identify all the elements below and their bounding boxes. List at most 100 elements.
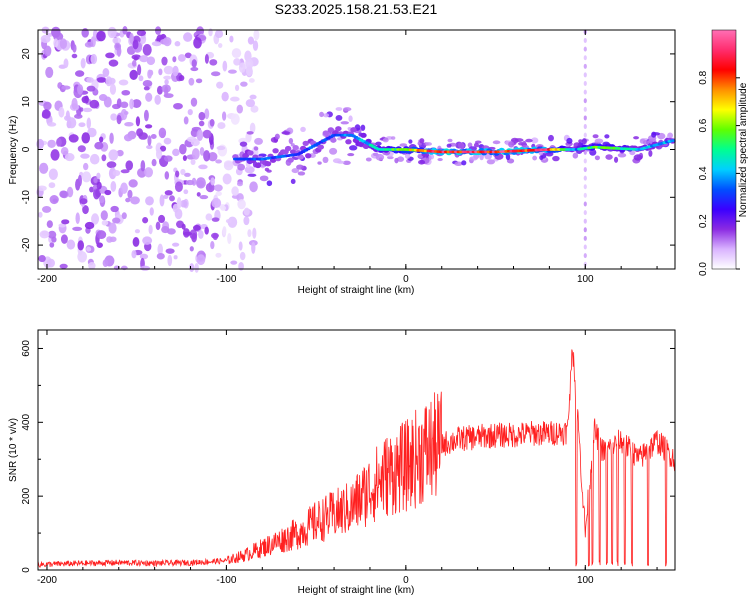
signal-halo	[651, 131, 657, 138]
colorbar-tick-label: 0.6	[698, 118, 709, 132]
colorbar-tick-label: 0.2	[698, 214, 709, 228]
noise-blob	[243, 216, 250, 226]
noise-blob	[86, 77, 94, 83]
streak-blob	[583, 218, 587, 224]
spectrogram-y-tick-label: 0	[21, 146, 32, 152]
noise-blob	[196, 192, 201, 197]
noise-blob	[77, 240, 85, 251]
signal-halo	[633, 154, 643, 161]
noise-blob	[159, 145, 167, 152]
noise-blob	[48, 168, 58, 180]
signal-outer	[350, 127, 357, 133]
signal-halo	[317, 161, 322, 165]
noise-blob	[123, 134, 133, 142]
noise-blob	[147, 69, 152, 79]
noise-blob	[148, 224, 153, 235]
noise-blob	[39, 230, 50, 239]
noise-blob	[116, 114, 122, 125]
noise-blob	[59, 190, 68, 198]
streak-blob	[583, 55, 587, 61]
noise-blob	[77, 84, 84, 95]
snr-y-label: SNR (10 * v/v)	[8, 418, 19, 482]
noise-blob	[184, 52, 192, 59]
noise-blob	[163, 65, 174, 75]
noise-blob	[36, 138, 45, 150]
noise-blob	[116, 98, 122, 109]
signal-outer	[284, 145, 292, 152]
signal-halo	[297, 171, 306, 176]
noise-blob	[222, 173, 232, 185]
snr-y-tick-label: 400	[21, 414, 32, 431]
noise-blob	[80, 153, 90, 159]
signal-halo	[408, 139, 413, 144]
noise-blob	[247, 229, 252, 238]
signal-halo	[343, 107, 352, 112]
noise-blob	[158, 68, 163, 76]
noise-blob	[96, 172, 101, 180]
signal-halo	[617, 152, 627, 158]
noise-blob	[222, 226, 227, 236]
noise-blob	[121, 89, 131, 96]
noise-blob	[149, 207, 154, 216]
signal-halo	[323, 113, 330, 118]
noise-blob	[216, 145, 226, 151]
noise-blob	[91, 213, 100, 225]
snr-x-tick-label: 0	[403, 575, 409, 586]
noise-blob	[108, 222, 117, 234]
noise-blob	[40, 34, 51, 44]
signal-halo	[418, 159, 426, 165]
noise-blob	[169, 195, 175, 202]
colorbar-frame	[711, 29, 737, 270]
noise-blob	[209, 59, 218, 66]
signal-halo	[347, 153, 355, 157]
noise-blob	[238, 241, 243, 251]
noise-blob	[161, 226, 170, 234]
streak-blob	[583, 132, 587, 138]
snr-panel: -200 -100 0 100 0 200 400 600 Height of straig…	[8, 329, 676, 596]
noise-blob	[174, 208, 183, 220]
noise-blob	[227, 69, 237, 74]
noise-blob	[184, 172, 191, 177]
noise-blob	[154, 26, 162, 35]
noise-blob	[190, 159, 196, 165]
noise-blob	[163, 75, 172, 80]
noise-blob	[109, 236, 117, 243]
noise-blob	[160, 38, 170, 45]
signal-halo	[382, 137, 389, 143]
colorbar-tick-label: 0.4	[698, 166, 709, 180]
noise-blob	[112, 37, 122, 45]
signal-outer	[272, 148, 279, 154]
noise-blob	[86, 246, 92, 252]
signal-halo	[342, 160, 351, 165]
noise-blob	[157, 243, 163, 256]
noise-blob	[163, 137, 172, 145]
noise-blob	[250, 105, 259, 113]
noise-blob	[77, 145, 86, 153]
noise-blob	[145, 196, 154, 206]
noise-blob	[118, 79, 129, 86]
signal-halo	[461, 160, 467, 166]
snr-x-tick-label: -100	[216, 575, 236, 586]
noise-blob	[247, 36, 255, 45]
noise-blob	[187, 108, 193, 116]
noise-blob	[82, 205, 89, 215]
noise-blob	[120, 101, 129, 109]
noise-blob	[222, 60, 228, 72]
streak-blob	[583, 175, 587, 181]
noise-blob	[164, 190, 173, 196]
noise-blob	[140, 160, 146, 172]
signal-halo	[532, 155, 538, 161]
noise-blob	[66, 239, 76, 250]
noise-blob	[110, 113, 118, 121]
signal-halo	[340, 121, 349, 125]
noise-blob	[164, 86, 169, 98]
noise-blob	[99, 136, 104, 143]
noise-blob	[145, 92, 153, 102]
noise-blob	[139, 253, 149, 260]
noise-blob	[124, 122, 134, 127]
noise-blob	[198, 120, 205, 127]
noise-blob	[139, 55, 149, 63]
noise-blob	[231, 194, 240, 199]
signal-halo	[552, 155, 560, 162]
